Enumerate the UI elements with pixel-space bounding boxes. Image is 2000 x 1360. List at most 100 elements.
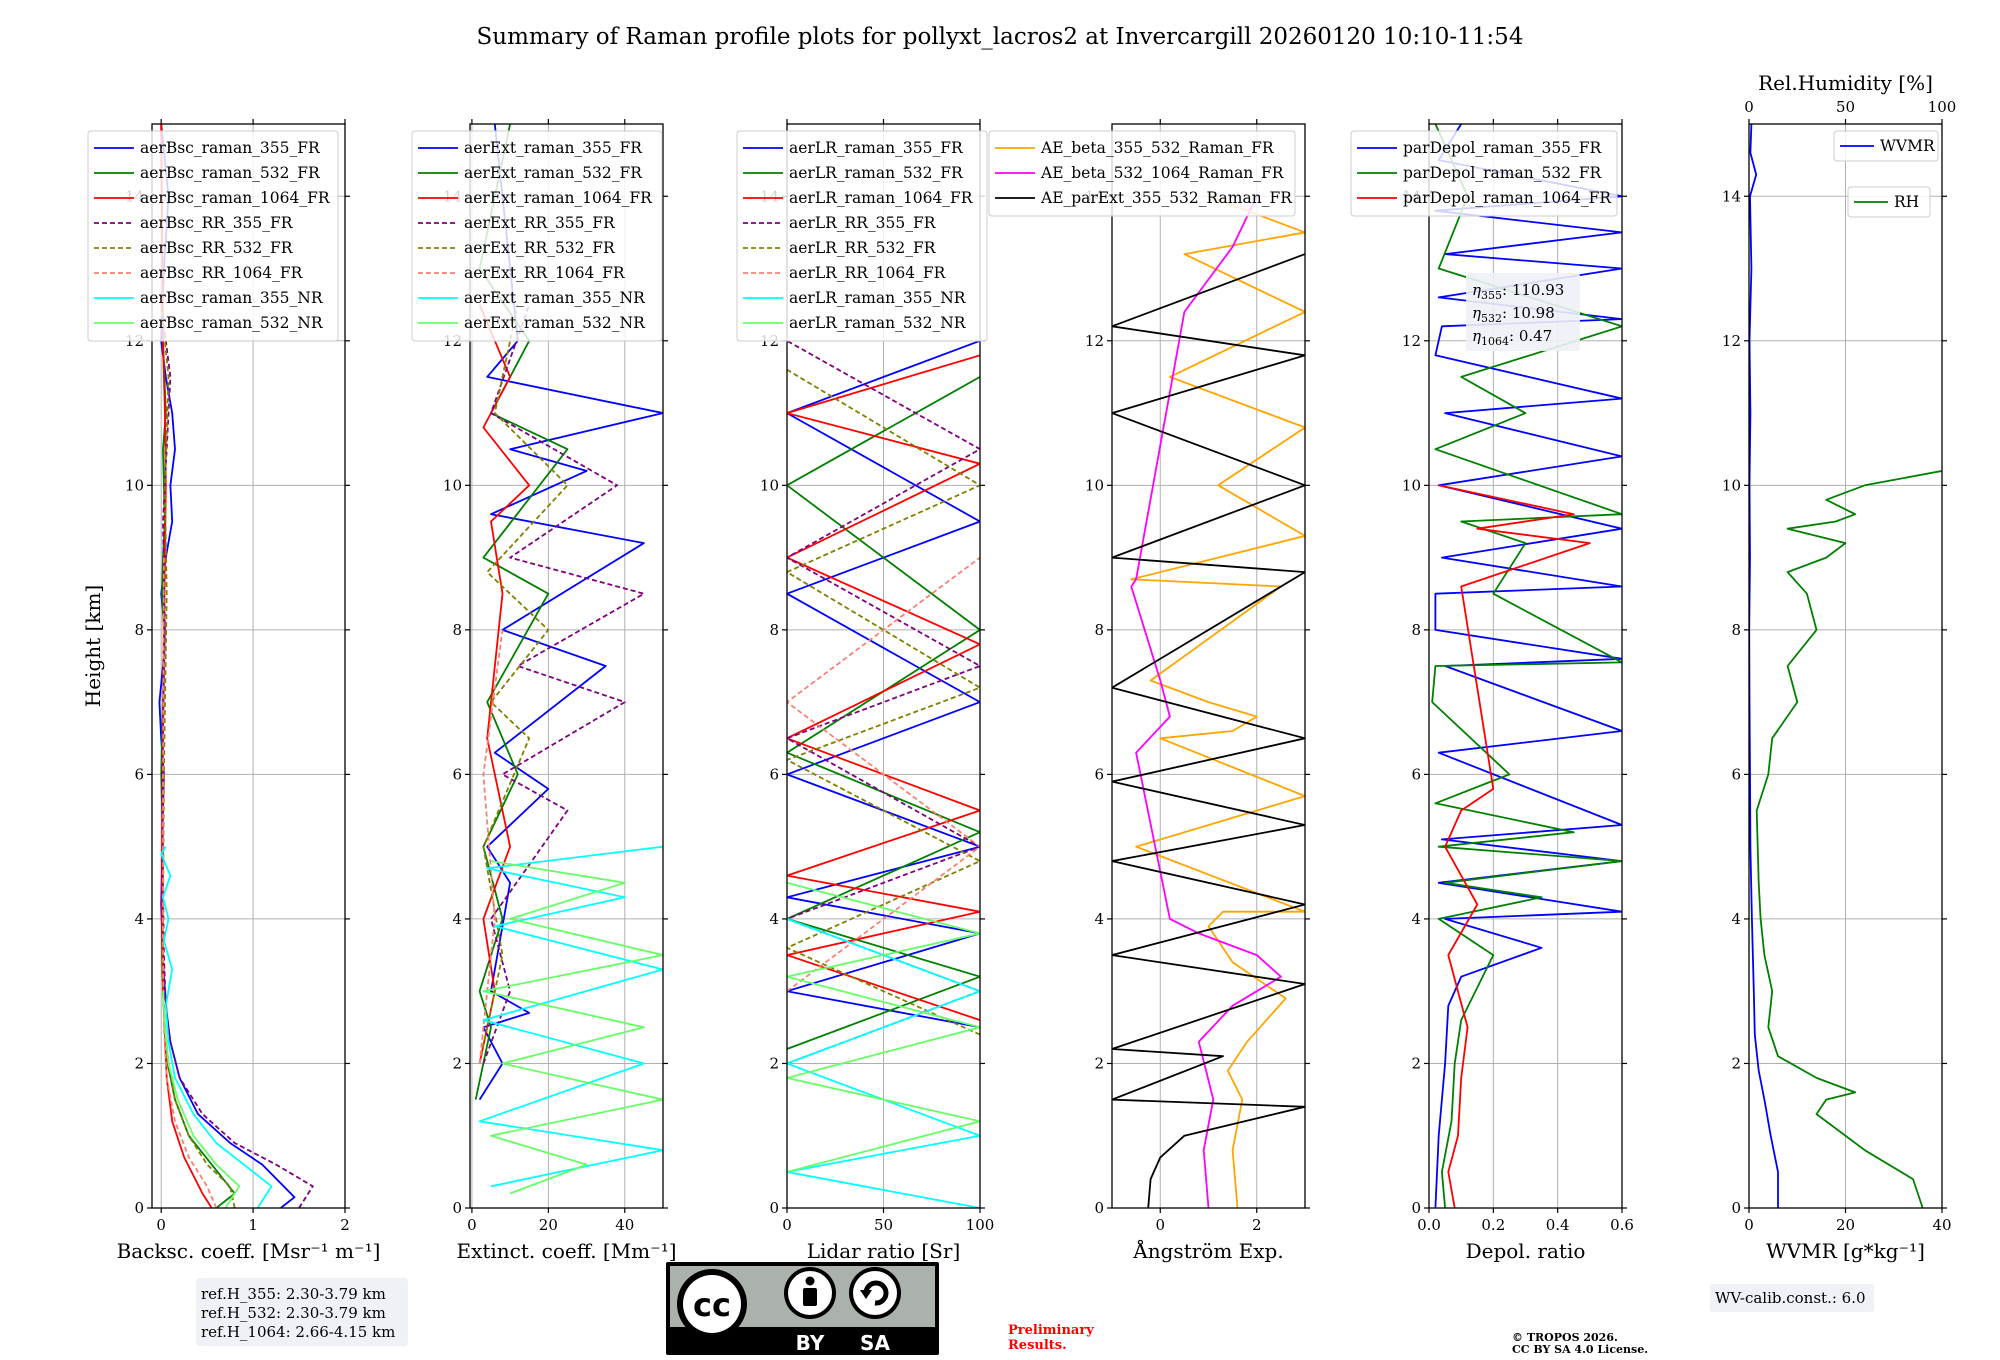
y-tick-label: 0	[1094, 1199, 1104, 1217]
series-aerExt_raman_532_NR	[482, 860, 663, 1195]
y-tick-label: 6	[134, 765, 144, 783]
x-tick-label: 0	[1155, 1216, 1165, 1234]
legend-label: aerBsc_raman_1064_FR	[140, 189, 331, 207]
y-tick-label: 6	[452, 765, 462, 783]
y-tick-label: 14	[1722, 187, 1741, 205]
legend-label: aerLR_raman_355_NR	[789, 289, 967, 307]
y-tick-label: 6	[1411, 765, 1421, 783]
series-RH	[1755, 470, 1942, 1208]
legend-label: aerExt_raman_1064_FR	[464, 189, 653, 207]
y-tick-label: 8	[452, 621, 462, 639]
x-tick-label: 0.6	[1610, 1216, 1634, 1234]
eta-355: η355: 110.93	[1472, 281, 1564, 302]
legend-label: aerBsc_raman_532_FR	[140, 164, 321, 182]
y-tick-label: 0	[134, 1199, 144, 1217]
ref-height-box: ref.H_355: 2.30-3.79 km ref.H_532: 2.30-…	[196, 1278, 408, 1346]
legend-label: aerExt_RR_355_FR	[464, 214, 616, 232]
x-tick-label: 0	[467, 1216, 477, 1234]
x-axis-label: Backsc. coeff. [Msr⁻¹ m⁻¹]	[117, 1239, 381, 1263]
y-tick-label: 10	[1402, 476, 1421, 494]
series-AE_parExt_355_532_Raman_FR	[1112, 253, 1305, 1208]
y-tick-label: 0	[452, 1199, 462, 1217]
y-tick-label: 4	[134, 910, 144, 928]
y-tick-label: 0	[1411, 1199, 1421, 1217]
legend-label: aerBsc_raman_355_FR	[140, 139, 321, 157]
series-group	[474, 124, 663, 1195]
sa-label: SA	[860, 1331, 890, 1355]
legend-label: AE_beta_532_1064_Raman_FR	[1040, 164, 1285, 182]
series-aerExt_RR_355_FR	[482, 304, 645, 1064]
y-tick-label: 8	[134, 621, 144, 639]
panel-angstrom: 0202468101214Ångström Exp.AE_beta_355_53…	[988, 119, 1310, 1263]
x-tick-label: 1	[248, 1216, 258, 1234]
series-parDepol_raman_532_FR	[1431, 124, 1622, 1208]
series-aerLR_RR_1064_FR	[787, 556, 980, 992]
y-tick-label: 2	[134, 1054, 144, 1072]
x-axis-label: WVMR [g*kg⁻¹]	[1766, 1239, 1925, 1263]
x-tick-label: 0.2	[1481, 1216, 1505, 1234]
legend-label: aerLR_raman_532_NR	[789, 314, 967, 332]
axes-frame	[1111, 123, 1306, 1209]
ref-height-532: ref.H_532: 2.30-3.79 km	[201, 1304, 386, 1322]
ref-height-1064: ref.H_1064: 2.66-4.15 km	[201, 1323, 395, 1341]
ref-height-355: ref.H_355: 2.30-3.79 km	[201, 1285, 386, 1303]
y-tick-label: 2	[1094, 1054, 1104, 1072]
legend-frame	[87, 130, 339, 342]
y-tick-label: 12	[1722, 332, 1741, 350]
x-tick-label: 0	[1744, 1216, 1754, 1234]
sa-arrow-arc	[863, 1280, 889, 1306]
y-tick-label: 8	[769, 621, 779, 639]
series-aerLR_raman_1064_FR	[787, 354, 980, 1021]
x-tick-label: 50	[874, 1216, 893, 1234]
series-aerBsc_raman_355_NR	[160, 846, 273, 1208]
series-AE_beta_532_1064_Raman_FR	[1130, 195, 1282, 1208]
series-aerLR_RR_532_FR	[787, 368, 980, 1036]
copyright-line2: CC BY SA 4.0 License.	[1512, 1343, 1648, 1356]
series-AE_beta_355_532_Raman_FR	[1130, 195, 1305, 1208]
eta-box-bg	[1466, 273, 1580, 351]
series-parDepol_raman_355_FR	[1434, 124, 1622, 1208]
legend-label: RH	[1894, 193, 1919, 211]
legend-label: aerExt_RR_532_FR	[464, 239, 616, 257]
panel-wvmr_rh: 0 20 40 0 2 4 6 8 10 12 14 WVMR [g*kg⁻¹] 0 50 100 Rel.H…	[1722, 71, 1956, 1263]
x-tick-label: 0.0	[1417, 1216, 1441, 1234]
x-tick-label: 0.4	[1546, 1216, 1570, 1234]
legend-frame	[1847, 186, 1931, 218]
series-aerBsc_raman_532_NR	[162, 991, 241, 1208]
eta-532: η532: 10.98	[1472, 304, 1555, 325]
y-tick-label: 2	[769, 1054, 779, 1072]
preliminary-line2: Results.	[1008, 1338, 1067, 1353]
y-axis-label: Height [km]	[81, 585, 105, 707]
series-group	[1112, 195, 1305, 1208]
legend-label: aerLR_raman_532_FR	[789, 164, 964, 182]
y-tick-label: 4	[769, 910, 779, 928]
panel-lidar_ratio: 05010002468101214Lidar ratio [Sr]aerLR_r…	[736, 119, 994, 1263]
legend-label: parDepol_raman_532_FR	[1403, 164, 1603, 182]
y-tick-label: 6	[769, 765, 779, 783]
x-tick-label: 0	[156, 1216, 166, 1234]
series-group	[1431, 124, 1622, 1208]
legend-frame	[1833, 130, 1939, 162]
y-tick-label: 2	[452, 1054, 462, 1072]
legend-frame	[988, 130, 1296, 217]
y-tick-label: 0	[1731, 1199, 1741, 1217]
axes-frame	[1428, 123, 1623, 1209]
series-aerBsc_RR_1064_FR	[162, 557, 218, 1208]
series-parDepol_raman_1064_FR	[1438, 484, 1591, 1208]
wv-calib-bg	[1710, 1284, 1874, 1312]
legend-label: parDepol_raman_355_FR	[1403, 139, 1603, 157]
x-tick-label: 2	[1252, 1216, 1262, 1234]
wv-calib-box: WV-calib.const.: 6.0	[1710, 1284, 1874, 1312]
axes-frame	[151, 123, 346, 1209]
legend-label: aerLR_raman_1064_FR	[789, 189, 974, 207]
legend-label: AE_beta_355_532_Raman_FR	[1040, 139, 1275, 157]
panels: 01202468101214Backsc. coeff. [Msr⁻¹ m⁻¹]…	[81, 71, 1956, 1263]
x-tick-label: 40	[1932, 1216, 1951, 1234]
y-tick-label: 10	[1085, 476, 1104, 494]
legend-label: aerBsc_raman_532_NR	[140, 314, 324, 332]
top-x-tick-label: 100	[1928, 98, 1957, 116]
preliminary-line1: Preliminary	[1008, 1323, 1094, 1338]
panel-extinction: 0204002468101214Extinct. coeff. [Mm⁻¹]ae…	[411, 119, 677, 1263]
y-tick-label: 8	[1731, 621, 1741, 639]
